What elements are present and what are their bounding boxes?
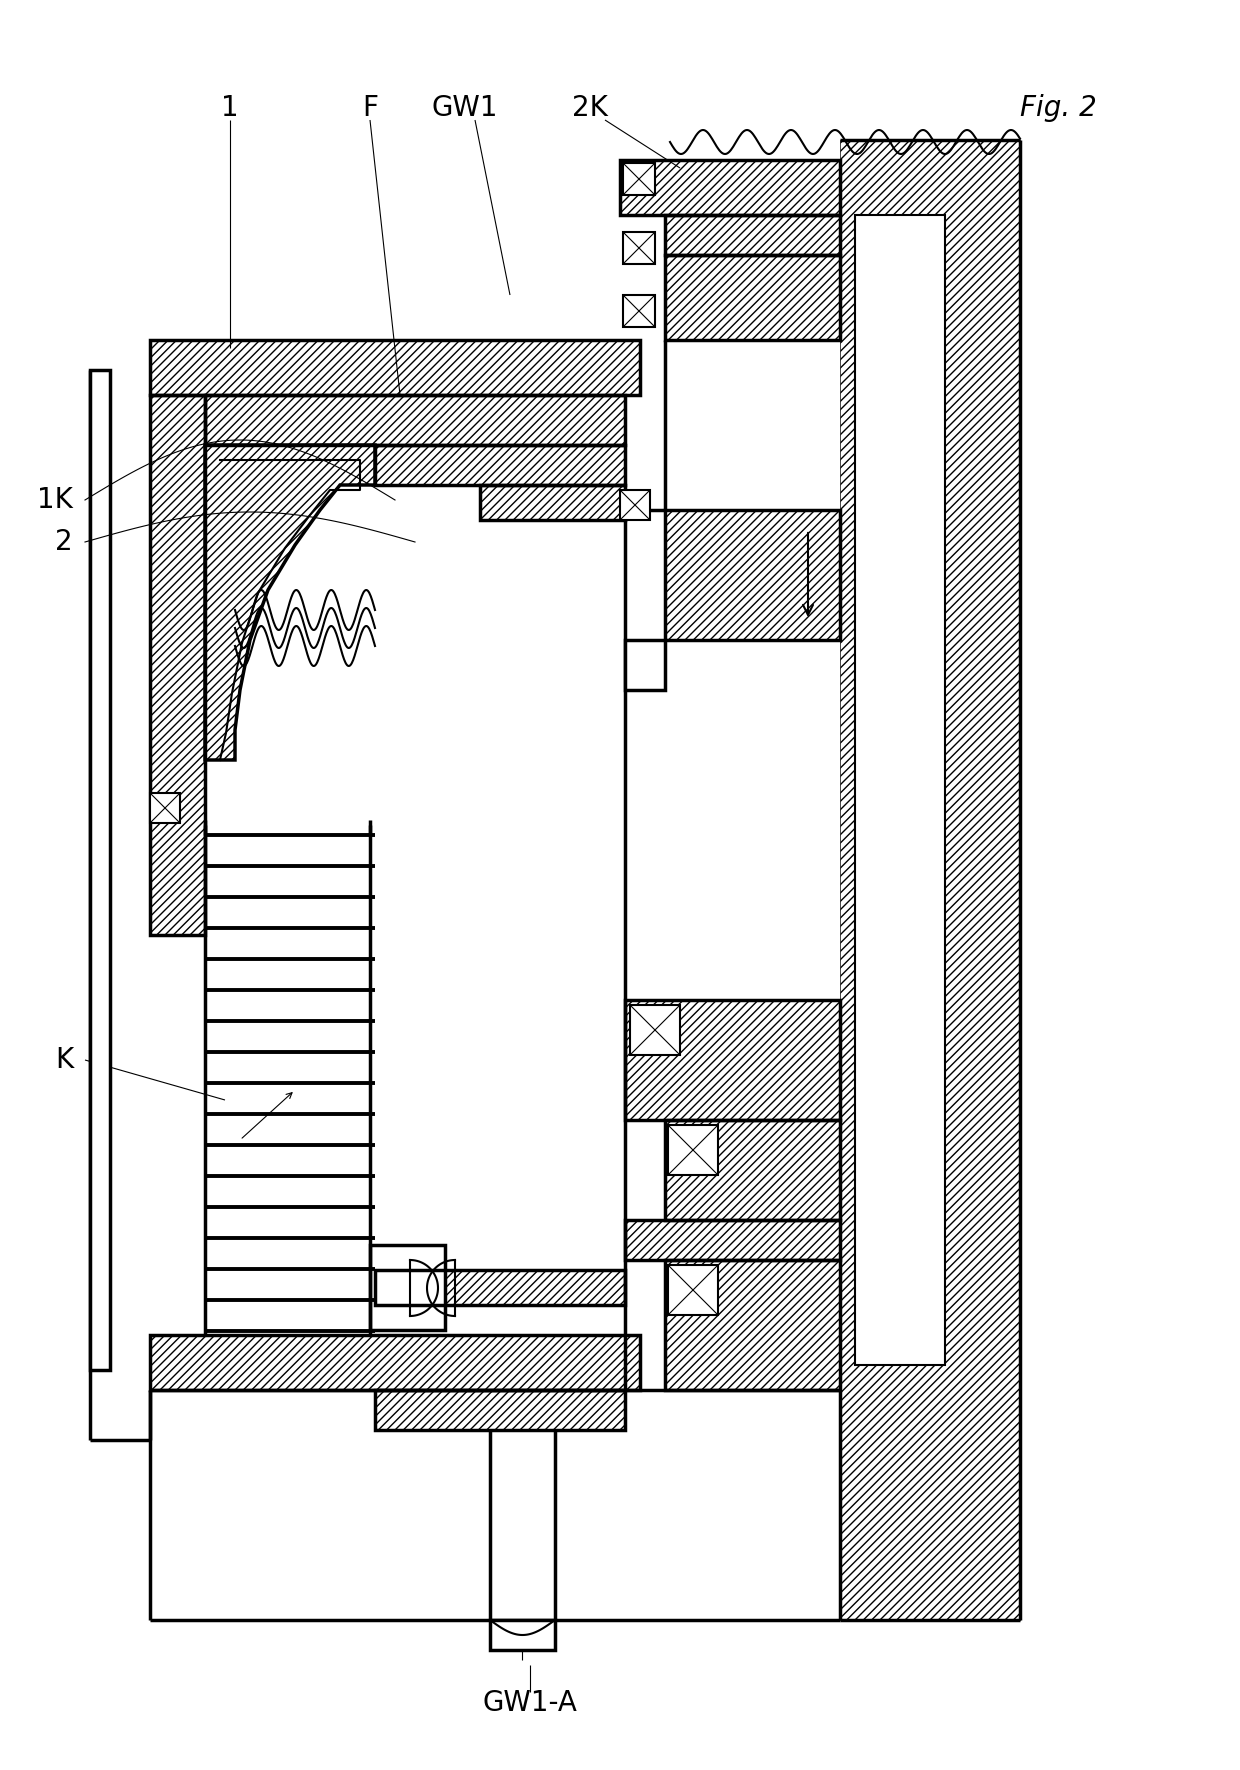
Text: GW1-A: GW1-A: [482, 1689, 578, 1717]
Bar: [150, 395, 205, 935]
Bar: [625, 641, 665, 690]
Polygon shape: [205, 444, 374, 759]
Bar: [374, 1389, 625, 1430]
Bar: [150, 793, 180, 823]
Bar: [374, 1389, 625, 1430]
Bar: [625, 1220, 839, 1260]
Bar: [205, 395, 625, 444]
Text: Fig. 2: Fig. 2: [1021, 94, 1096, 122]
Text: 1: 1: [221, 94, 239, 122]
Bar: [480, 485, 625, 520]
Text: 2: 2: [56, 527, 73, 556]
Bar: [668, 1126, 718, 1175]
Bar: [856, 214, 945, 1365]
Text: GW1: GW1: [432, 94, 498, 122]
Bar: [150, 1335, 640, 1389]
Bar: [490, 1620, 556, 1650]
Bar: [374, 1271, 625, 1304]
Text: K: K: [55, 1046, 73, 1074]
Bar: [668, 1266, 718, 1315]
Bar: [665, 1120, 839, 1220]
Bar: [625, 641, 665, 690]
Bar: [620, 159, 839, 214]
Text: 2K: 2K: [572, 94, 608, 122]
Bar: [665, 510, 839, 641]
Bar: [150, 395, 205, 935]
Bar: [374, 1271, 625, 1304]
Bar: [665, 1260, 839, 1389]
Bar: [370, 1244, 445, 1329]
Bar: [665, 1120, 839, 1220]
Bar: [620, 490, 650, 520]
Bar: [91, 370, 110, 1370]
Bar: [205, 395, 625, 444]
Bar: [665, 510, 839, 641]
Bar: [374, 444, 625, 485]
Bar: [665, 214, 839, 255]
Bar: [150, 340, 640, 395]
Bar: [150, 1335, 640, 1389]
Text: F: F: [362, 94, 378, 122]
Bar: [665, 255, 839, 340]
Bar: [622, 296, 655, 327]
Bar: [665, 1260, 839, 1389]
Bar: [630, 1005, 680, 1055]
Bar: [374, 444, 625, 485]
Bar: [480, 485, 625, 520]
Bar: [839, 140, 1021, 1620]
Bar: [665, 214, 839, 255]
Bar: [665, 255, 839, 340]
Bar: [622, 232, 655, 264]
Bar: [622, 163, 655, 195]
Bar: [625, 1220, 839, 1260]
Text: 1K: 1K: [37, 487, 73, 513]
Bar: [625, 1000, 839, 1120]
Bar: [620, 159, 839, 214]
Bar: [150, 340, 640, 395]
Bar: [625, 1000, 839, 1120]
